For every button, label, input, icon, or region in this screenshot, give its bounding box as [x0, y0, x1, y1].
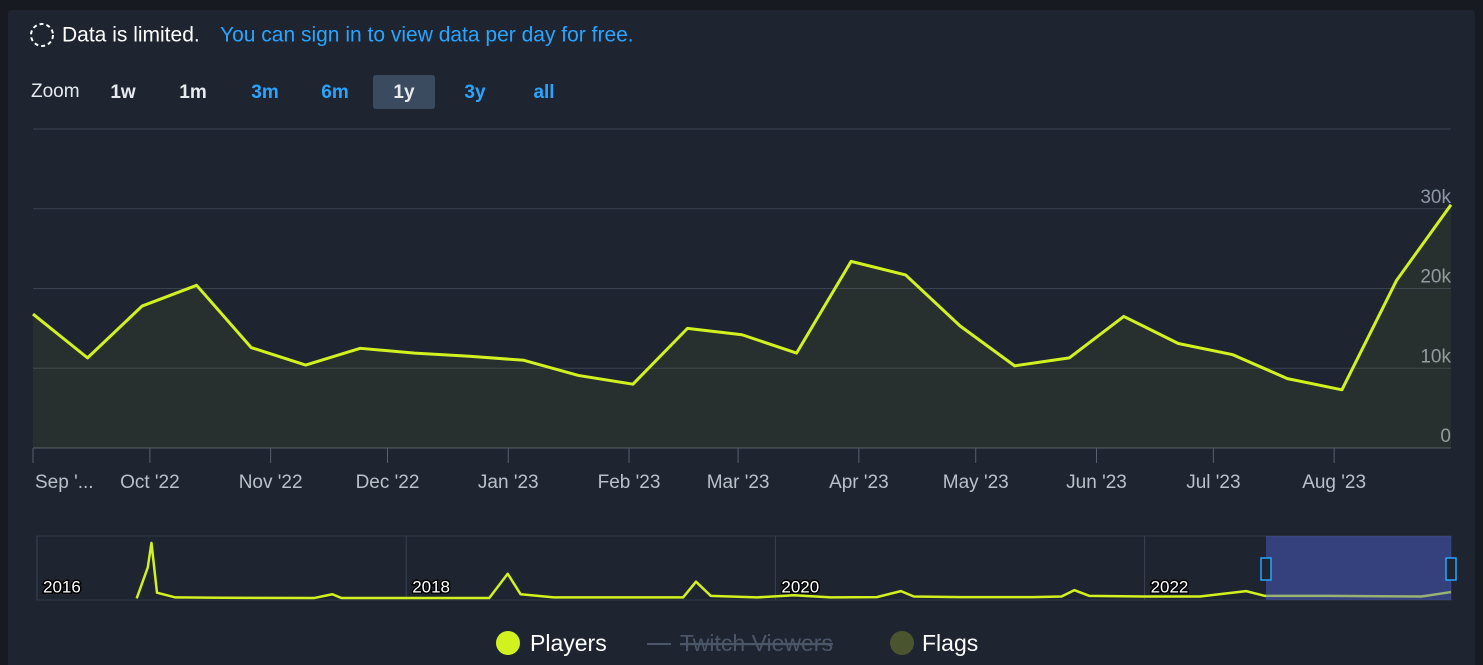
x-tick-label: Oct '22	[120, 472, 180, 493]
y-tick-label: 10k	[1420, 346, 1451, 367]
navigator-line	[135, 541, 1452, 600]
y-tick-label: 20k	[1420, 267, 1451, 288]
x-tick-label: Jun '23	[1066, 472, 1127, 493]
panel	[8, 10, 1475, 665]
legend-label[interactable]: Flags	[922, 630, 978, 656]
navigator-tick-label: 2016	[43, 577, 81, 596]
navigator-tick-label: 2020	[781, 577, 819, 596]
series-line-area	[33, 204, 1451, 448]
navigator-selection[interactable]	[1266, 536, 1451, 600]
zoom-button[interactable]: 6m	[321, 82, 348, 103]
limited-icon	[30, 23, 54, 47]
notice-text: Data is limited.	[62, 24, 200, 47]
legend-marker	[496, 631, 520, 655]
legend: Players Twitch Viewers Flags	[496, 630, 978, 656]
zoom-button[interactable]: 1w	[110, 82, 136, 103]
series-line	[32, 203, 1453, 392]
navigator-tick-label: 2018	[412, 577, 450, 596]
navigator-frame	[36, 535, 1452, 601]
x-tick-label: Feb '23	[598, 472, 661, 493]
x-tick-label: Aug '23	[1302, 472, 1366, 493]
zoom-button[interactable]: all	[533, 82, 554, 103]
zoom-selected	[373, 75, 435, 109]
navigator-handle[interactable]	[1260, 557, 1272, 581]
zoom-button[interactable]: 3m	[251, 82, 278, 103]
sign-in-link[interactable]: You can sign in to view data per day for…	[220, 24, 634, 47]
x-tick-label: Nov '22	[239, 472, 303, 493]
y-tick-label: 0	[1440, 426, 1451, 447]
legend-label[interactable]: Players	[530, 630, 607, 656]
plot: 0 10k 20k 30k Sep '... Oct '22 Nov '22 Dec '22 J…	[32, 128, 1453, 493]
navigator-tick-label: 2022	[1151, 577, 1189, 596]
navigator: 2016 2018 2020 2022	[36, 536, 1452, 600]
x-tick-label: Jan '23	[478, 472, 539, 493]
x-tick-label: Apr '23	[829, 472, 889, 493]
y-tick-label: 30k	[1420, 187, 1451, 208]
legend-label[interactable]: Twitch Viewers	[680, 630, 833, 656]
zoom-button[interactable]: 1y	[393, 82, 415, 103]
x-tick-label: Sep '...	[35, 472, 94, 493]
zoom-button[interactable]: 3y	[464, 82, 486, 103]
x-tick-label: Jul '23	[1186, 472, 1240, 493]
zoom-button[interactable]: 1m	[179, 82, 206, 103]
zoom-label: Zoom	[31, 81, 80, 102]
x-tick-label: Dec '22	[356, 472, 420, 493]
x-tick-label: Mar '23	[707, 472, 770, 493]
legend-marker	[890, 631, 914, 655]
x-tick-label: May '23	[943, 472, 1009, 493]
navigator-handle[interactable]	[1445, 557, 1457, 581]
